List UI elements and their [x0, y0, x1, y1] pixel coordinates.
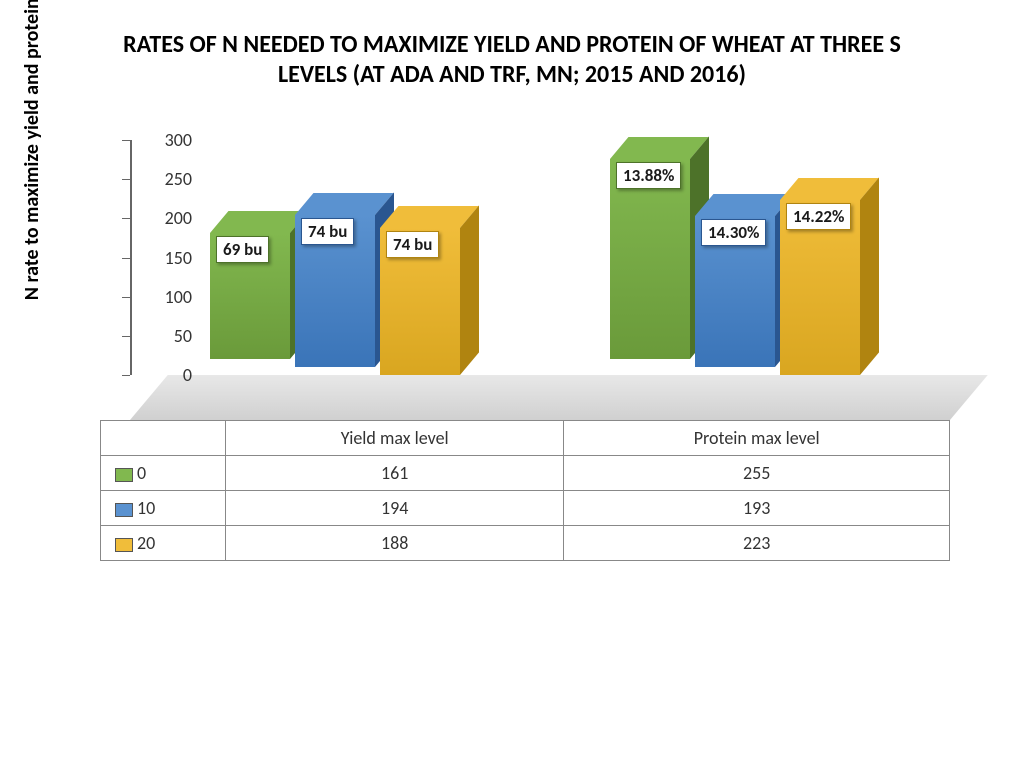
y-tick — [122, 179, 130, 180]
table-header-row: Yield max level Protein max level — [101, 421, 950, 456]
data-table: Yield max level Protein max level 0 161 … — [100, 420, 950, 561]
y-tick — [122, 140, 130, 141]
bar-data-label: 13.88% — [616, 162, 681, 189]
bar-data-label: 74 bu — [386, 231, 439, 258]
legend-label: 20 — [137, 532, 155, 554]
table-col-header: Protein max level — [564, 421, 950, 456]
y-tick — [122, 218, 130, 219]
legend-cell: 10 — [101, 491, 226, 526]
legend-swatch-10 — [115, 503, 133, 517]
table-cell: 223 — [564, 526, 950, 561]
y-axis-label: N rate to maximize yield and protein (lb… — [20, 0, 44, 320]
legend-label: 0 — [137, 462, 146, 484]
y-tick — [122, 258, 130, 259]
table-cell: 255 — [564, 456, 950, 491]
bars-container: 69 bu 74 bu 74 bu 13.88% 14.30% 14.22% — [130, 140, 950, 375]
y-tick-label: 150 — [165, 247, 192, 269]
table-cell: 161 — [226, 456, 564, 491]
table-cell: 188 — [226, 526, 564, 561]
bar-data-label: 14.30% — [701, 219, 766, 246]
table-row: 0 161 255 — [101, 456, 950, 491]
y-tick-label: 50 — [174, 325, 192, 347]
y-tick-label: 100 — [165, 286, 192, 308]
y-tick — [122, 297, 130, 298]
legend-swatch-0 — [115, 468, 133, 482]
bar-data-label: 14.22% — [786, 203, 851, 230]
bar-data-label: 74 bu — [301, 218, 354, 245]
table-cell: 194 — [226, 491, 564, 526]
legend-cell: 20 — [101, 526, 226, 561]
chart-floor — [130, 375, 988, 420]
table-corner-cell — [101, 421, 226, 456]
chart-title: RATES OF N NEEDED TO MAXIMIZE YIELD AND … — [100, 30, 924, 90]
legend-swatch-20 — [115, 538, 133, 552]
legend-cell: 0 — [101, 456, 226, 491]
table-cell: 193 — [564, 491, 950, 526]
bar-data-label: 69 bu — [216, 236, 269, 263]
y-tick — [122, 336, 130, 337]
y-tick-label: 300 — [165, 129, 192, 151]
legend-label: 10 — [137, 497, 155, 519]
y-tick-label: 200 — [165, 207, 192, 229]
chart-plot-area: 69 bu 74 bu 74 bu 13.88% 14.30% 14.22% — [130, 140, 950, 420]
table-row: 20 188 223 — [101, 526, 950, 561]
y-tick-label: 0 — [183, 364, 192, 386]
y-tick-label: 250 — [165, 168, 192, 190]
y-tick — [122, 375, 130, 376]
table-row: 10 194 193 — [101, 491, 950, 526]
table-col-header: Yield max level — [226, 421, 564, 456]
